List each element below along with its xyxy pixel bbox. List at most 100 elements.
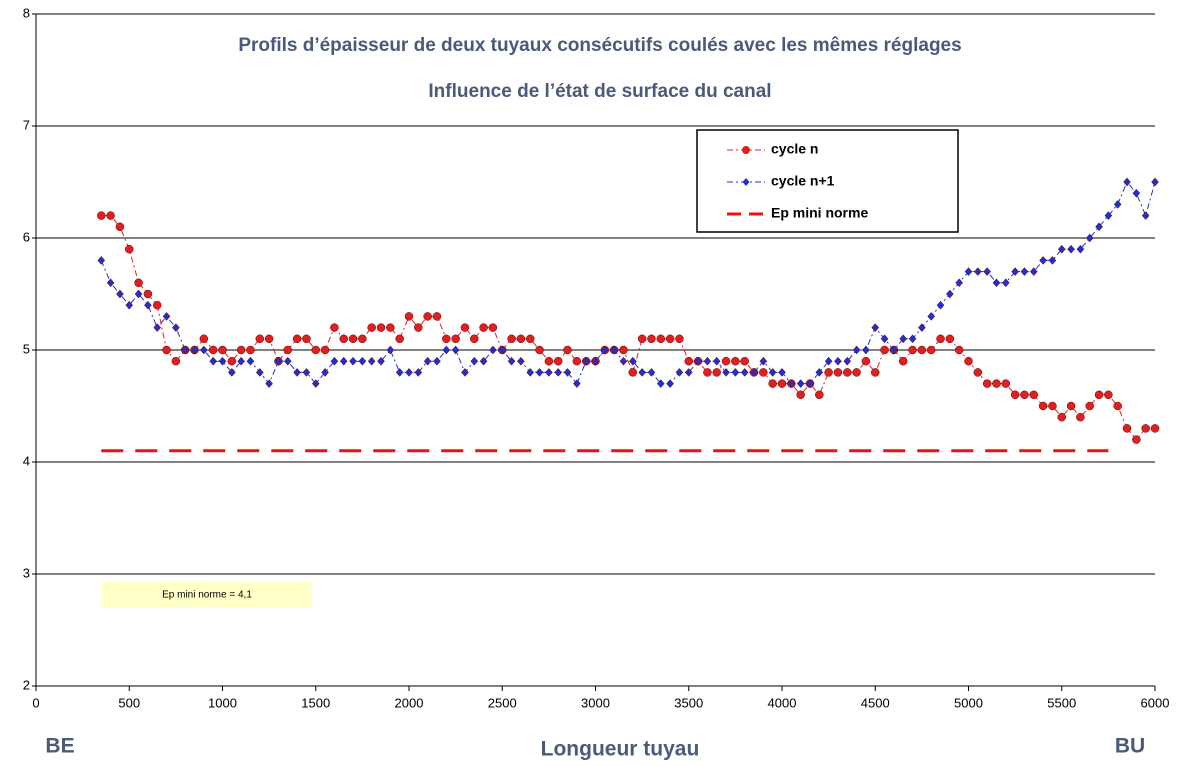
marker [116, 289, 124, 299]
marker [684, 356, 693, 366]
marker [544, 356, 554, 366]
marker [1151, 177, 1159, 187]
marker [1001, 278, 1010, 288]
legend-label: cycle n [771, 141, 818, 157]
marker [358, 334, 367, 344]
marker [1095, 222, 1103, 232]
marker [479, 356, 488, 366]
marker [358, 356, 367, 366]
marker [778, 368, 786, 377]
legend-marker [742, 178, 750, 186]
x-axis-label: Longueur tuyau [541, 738, 700, 761]
marker [320, 345, 330, 355]
marker [777, 379, 787, 388]
marker [321, 368, 329, 377]
marker [628, 356, 637, 366]
marker [1094, 390, 1104, 400]
marker [1113, 200, 1122, 209]
marker [246, 345, 255, 355]
marker [386, 345, 395, 355]
marker [423, 356, 432, 366]
marker [890, 345, 898, 355]
marker [432, 312, 442, 321]
x-tick-label: 5000 [954, 695, 983, 710]
marker [283, 356, 292, 366]
y-tick-label: 2 [23, 677, 30, 692]
marker [656, 379, 665, 388]
marker [208, 345, 218, 355]
marker [395, 368, 404, 377]
marker [918, 323, 926, 332]
marker [945, 334, 955, 344]
marker [162, 345, 171, 355]
marker [255, 368, 264, 377]
marker [815, 390, 824, 400]
marker [787, 379, 796, 388]
x-tick-label: 2500 [488, 695, 517, 710]
marker [1038, 401, 1048, 411]
marker [97, 256, 106, 265]
x-tick-label: 500 [118, 695, 140, 710]
marker [908, 334, 917, 344]
marker [982, 379, 992, 388]
marker [1150, 424, 1160, 433]
marker [703, 356, 712, 366]
x-tick-label: 1000 [208, 695, 237, 710]
marker [656, 334, 666, 344]
marker [1141, 211, 1150, 220]
marker [144, 300, 152, 310]
marker [973, 267, 982, 276]
marker [1029, 267, 1038, 276]
marker [106, 211, 115, 220]
marker [172, 323, 180, 332]
marker [367, 356, 376, 366]
x-left-label: BE [45, 735, 74, 758]
marker [153, 323, 162, 332]
marker [731, 356, 740, 366]
marker [498, 345, 507, 355]
marker [134, 278, 143, 288]
marker [694, 356, 702, 366]
legend-label: cycle n+1 [771, 173, 835, 189]
marker [834, 356, 842, 366]
marker [535, 345, 544, 355]
marker [638, 368, 646, 377]
marker [880, 334, 889, 344]
marker [582, 356, 591, 366]
marker [1067, 244, 1075, 254]
annotation-box [102, 582, 312, 608]
marker [684, 368, 693, 377]
x-right-label: BU [1115, 735, 1145, 758]
marker [376, 323, 386, 332]
marker [330, 356, 339, 366]
marker [171, 356, 181, 366]
legend-label: Ep mini norme [771, 205, 868, 221]
marker [1048, 401, 1057, 411]
marker [488, 323, 498, 332]
marker [125, 244, 134, 254]
marker [675, 334, 684, 344]
marker [824, 368, 833, 377]
marker [833, 368, 843, 377]
marker [535, 368, 544, 377]
marker [479, 323, 488, 332]
marker [442, 345, 451, 355]
marker [926, 345, 936, 355]
marker [852, 345, 861, 355]
marker [1132, 435, 1141, 444]
marker [1001, 379, 1011, 388]
marker [573, 379, 581, 388]
marker [955, 278, 964, 288]
marker [1104, 390, 1113, 400]
y-tick-label: 4 [23, 453, 30, 468]
marker [181, 345, 190, 355]
marker [712, 368, 721, 377]
annotation: Ep mini norme = 4,1 [162, 590, 252, 601]
chart-subtitle: Influence de l’état de surface du canal [428, 81, 771, 102]
marker [936, 334, 945, 344]
marker [470, 334, 479, 344]
y-tick-label: 5 [23, 341, 30, 356]
marker [806, 379, 814, 388]
marker [675, 368, 684, 377]
